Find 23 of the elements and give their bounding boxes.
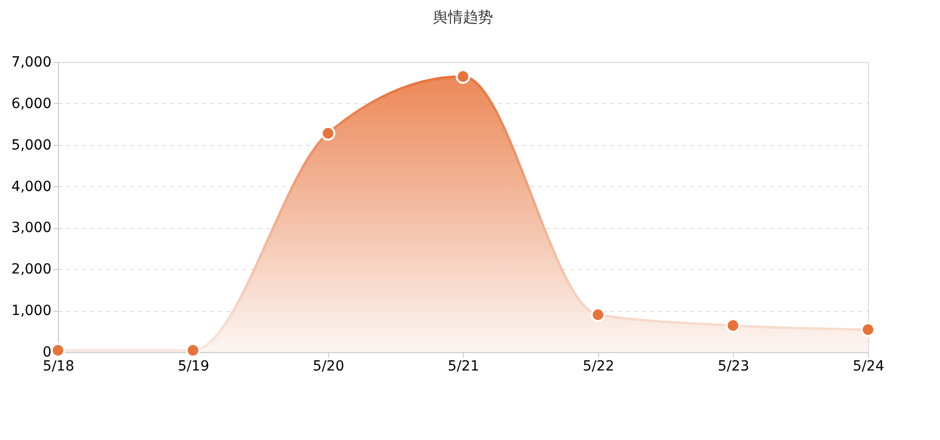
x-tick-label: 5/24 (852, 358, 884, 374)
y-tick-label: 6,000 (11, 96, 52, 112)
x-tick-label: 5/22 (582, 358, 614, 374)
point (456, 69, 470, 84)
y-tick-label: 0 (42, 344, 52, 360)
x-tick-label: 5/18 (42, 358, 74, 374)
y-tick-label: 2,000 (11, 262, 52, 278)
point (320, 126, 336, 141)
y-tick-label: 3,000 (11, 220, 52, 236)
y-tick-label: 5,000 (11, 137, 52, 154)
chart-title: 舆情趋势 (433, 8, 493, 26)
y-tick-label: 7,000 (11, 54, 52, 70)
point (50, 343, 66, 358)
y-tick-label: 4,000 (11, 178, 52, 195)
point (186, 343, 200, 358)
x-tick-label: 5/21 (448, 358, 480, 374)
y-tick-label: 1,000 (11, 303, 52, 320)
point (590, 307, 606, 322)
point (726, 318, 740, 333)
x-tick-label: 5/20 (312, 358, 344, 374)
x-tick-label: 5/19 (178, 358, 210, 374)
point (860, 322, 876, 337)
x-tick-label: 5/23 (718, 358, 750, 374)
